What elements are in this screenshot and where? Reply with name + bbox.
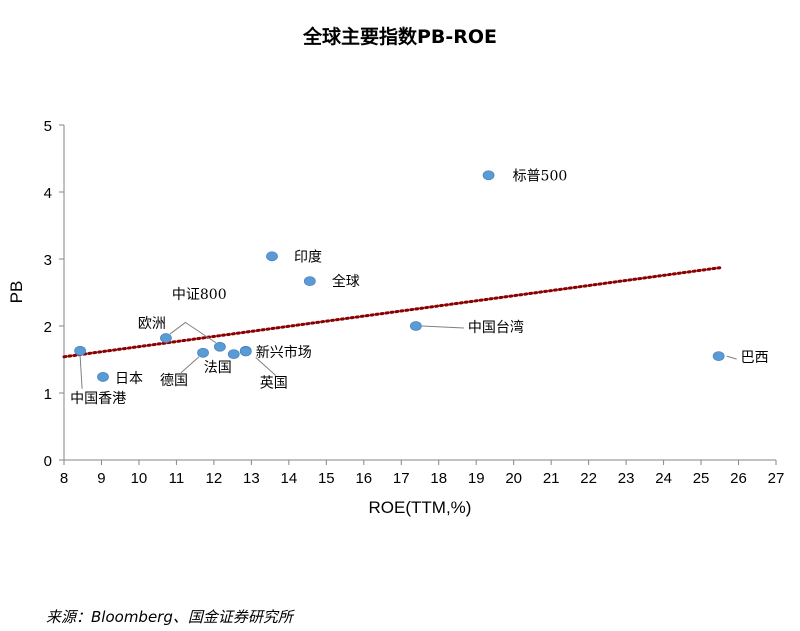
y-tick-label: 3	[44, 252, 52, 269]
trendline	[62, 266, 722, 359]
data-label: 德国	[160, 373, 188, 389]
data-label: 英国	[260, 374, 288, 391]
leader-line	[79, 355, 83, 389]
y-tick-label: 2	[44, 319, 52, 336]
y-axis-label: PB	[7, 281, 26, 304]
x-tick-label: 24	[655, 470, 672, 487]
data-label: 全球	[332, 273, 360, 290]
x-tick-label: 12	[206, 470, 223, 487]
x-axis-label: ROE(TTM,%)	[369, 498, 472, 517]
data-point	[97, 372, 109, 382]
x-tick-label: 27	[768, 470, 785, 487]
data-label: 法国	[204, 360, 232, 376]
x-tick-label: 9	[97, 470, 105, 487]
data-point	[239, 346, 252, 357]
data-point	[227, 349, 240, 360]
data-point	[160, 333, 172, 343]
x-tick-label: 22	[580, 470, 597, 487]
x-tick-label: 10	[131, 470, 148, 487]
leader-line	[255, 357, 277, 376]
leader-line	[169, 321, 187, 335]
data-point	[712, 351, 725, 362]
x-tick-label: 26	[730, 470, 747, 487]
data-label: 印度	[294, 249, 322, 265]
x-tick-label: 14	[280, 470, 297, 487]
y-tick-label: 1	[44, 386, 52, 403]
y-tick-label: 4	[44, 185, 52, 202]
data-label: 欧洲	[138, 316, 166, 332]
leader-line	[421, 325, 464, 329]
x-tick-label: 23	[618, 470, 635, 487]
data-label: 巴西	[741, 350, 769, 366]
y-tick-label: 5	[44, 118, 52, 135]
data-label: 日本	[115, 371, 143, 387]
x-tick-label: 18	[430, 470, 447, 487]
data-label: 标普500	[513, 168, 568, 184]
x-tick-label: 8	[60, 470, 68, 487]
data-label: 中国香港	[70, 391, 126, 407]
data-point	[409, 321, 422, 331]
x-tick-label: 16	[355, 470, 372, 487]
x-tick-label: 20	[505, 470, 522, 487]
data-label: 新兴市场	[256, 344, 312, 361]
x-tick-label: 17	[393, 470, 410, 487]
x-tick-label: 13	[243, 470, 260, 487]
source-note: 来源：Bloomberg、国金证券研究所	[46, 608, 293, 626]
leader-line	[726, 355, 737, 360]
chart-title: 全球主要指数PB-ROE	[302, 26, 498, 48]
data-point	[74, 345, 87, 356]
x-tick-label: 25	[693, 470, 710, 487]
data-point	[303, 276, 316, 287]
x-tick-label: 15	[318, 470, 335, 487]
y-tick-label: 0	[44, 453, 52, 470]
data-point	[197, 347, 209, 358]
x-tick-label: 11	[169, 470, 185, 487]
data-point	[482, 170, 495, 181]
data-point	[266, 251, 278, 262]
data-label: 中证800	[172, 287, 227, 303]
x-tick-label: 19	[468, 470, 485, 487]
leader-line	[180, 356, 200, 374]
leader-line	[185, 322, 217, 344]
data-point	[213, 341, 226, 352]
data-label: 中国台湾	[468, 319, 524, 336]
x-tick-label: 21	[543, 470, 560, 487]
